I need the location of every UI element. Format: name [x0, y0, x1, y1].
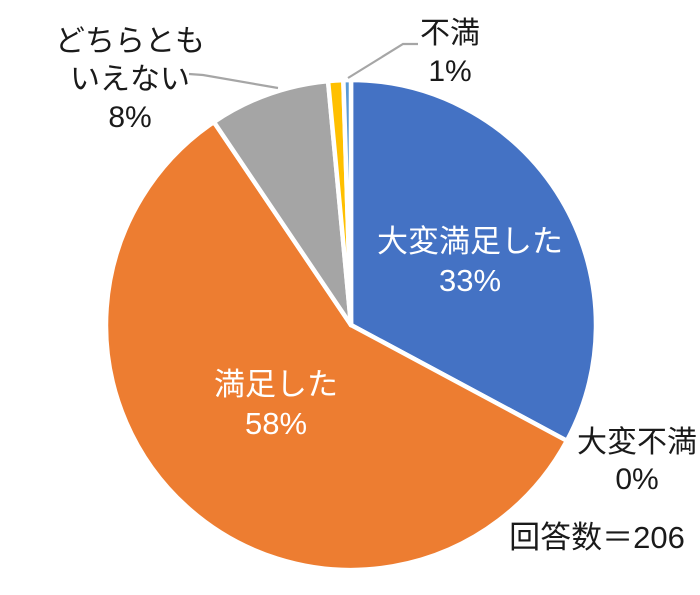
- pie-slices: [103, 77, 599, 573]
- leader-line-neither: [188, 72, 279, 90]
- pie-slice-1: [348, 77, 599, 444]
- label-very-satisfied: 大変満足した 33%: [377, 224, 563, 298]
- label-neither: どちらとも いえない 8%: [55, 25, 205, 134]
- pie-slice-2: [103, 119, 570, 573]
- pie-slice-3: [211, 78, 354, 328]
- label-very-dissatisfied: 大変不満 0%: [577, 426, 697, 496]
- label-dissatisfied: 不満 1%: [420, 17, 480, 88]
- pie-slice-5: [341, 77, 354, 328]
- label-satisfied: 満足した 58%: [214, 367, 338, 441]
- respondents-note: 回答数＝206: [509, 520, 685, 555]
- leader-line-dissatisfied: [347, 42, 418, 79]
